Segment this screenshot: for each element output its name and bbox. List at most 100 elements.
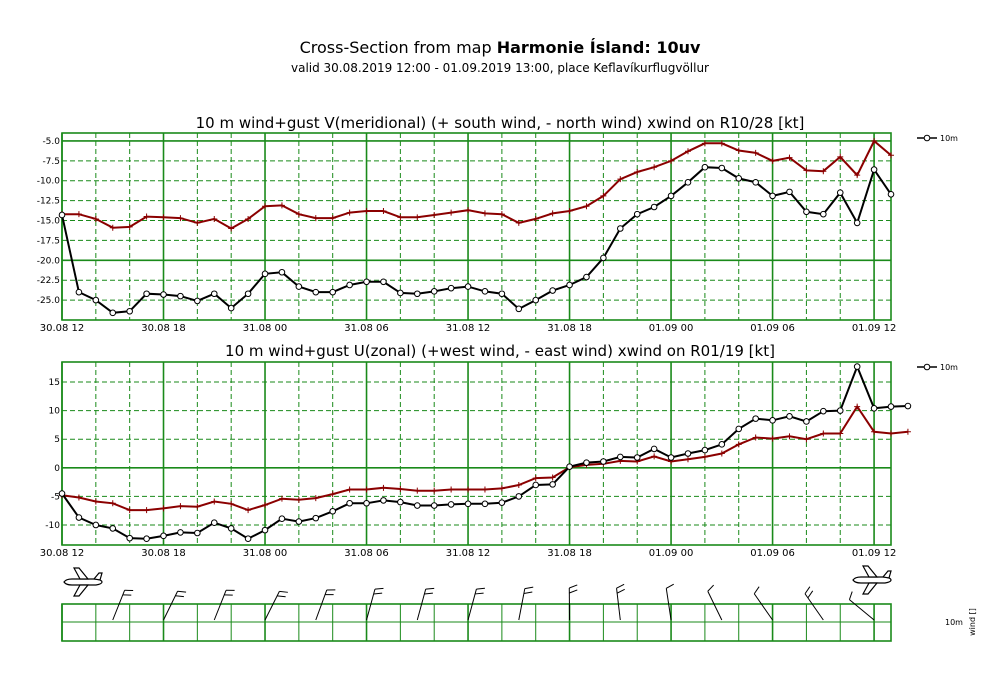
wind-barb-feather <box>373 592 383 595</box>
v-gust-point <box>160 214 167 221</box>
u-gust-point <box>871 428 878 435</box>
wind-barb-feather <box>616 583 625 589</box>
u-wind-point <box>904 402 912 410</box>
u-gust-point <box>904 428 911 435</box>
u-x-tick-label: 31.08 12 <box>446 548 491 559</box>
v-gust-point <box>515 219 522 226</box>
wind-barb-feather <box>177 590 187 593</box>
u-wind-point <box>887 403 895 410</box>
v-gust-point <box>126 223 133 230</box>
v-gust-point <box>735 147 742 154</box>
wind-barb <box>315 589 328 621</box>
v-wind-point <box>329 288 336 296</box>
v-plot-frame <box>61 132 892 321</box>
u-gust-point <box>126 507 133 514</box>
u-gust-point <box>549 474 556 481</box>
u-wind-point <box>58 490 66 497</box>
v-gust-point <box>75 211 82 218</box>
u-wind-point <box>447 501 455 508</box>
airplane-left-icon-tail <box>92 572 103 581</box>
u-wind-point <box>397 498 404 506</box>
wind-barb-feather <box>523 591 533 594</box>
u-gust-line <box>61 404 909 512</box>
u-wind-point <box>295 518 303 525</box>
u-y-tick-label: -5 <box>51 492 60 502</box>
v-x-tick-label: 01.09 12 <box>852 323 897 334</box>
v-gust-point <box>549 210 556 217</box>
u-wind-point <box>820 407 827 415</box>
v-x-tick-label: 31.08 18 <box>547 323 592 334</box>
wind-barb-feather <box>569 584 578 589</box>
u-gust-point <box>532 475 539 482</box>
v-wind-point <box>464 283 472 290</box>
v-x-tick-label: 31.08 12 <box>446 323 491 334</box>
barb-side-label: wind [] <box>968 608 977 636</box>
airplane-right-icon <box>852 565 892 595</box>
u-wind-point <box>194 529 201 537</box>
v-wind-point <box>261 270 269 278</box>
airplane-right-icon-wing <box>861 565 879 578</box>
v-wind-point <box>803 208 810 216</box>
v-wind-point <box>380 278 387 286</box>
u-plot-frame <box>61 361 892 546</box>
u-x-tick-label: 31.08 00 <box>243 548 288 559</box>
u-wind-line <box>61 363 908 540</box>
v-wind-point <box>769 192 776 200</box>
v-wind-point <box>667 192 675 200</box>
v-wind-point <box>447 284 455 292</box>
u-gust-point <box>431 487 438 494</box>
v-wind-point <box>397 289 404 297</box>
v-gust-point <box>718 140 725 147</box>
u-gust-point <box>262 501 269 508</box>
u-gust-point <box>109 500 116 507</box>
main-title: Cross-Section from map Harmonie Ísland: … <box>0 38 1000 57</box>
wind-barb-feather <box>807 590 814 599</box>
v-gust-point <box>820 168 827 175</box>
v-gust-point <box>566 207 573 214</box>
v-wind-point <box>363 278 370 286</box>
v-wind-point <box>566 281 573 289</box>
u-wind-point <box>329 507 336 515</box>
v-gust-point <box>245 215 252 222</box>
u-gust-point <box>75 494 82 501</box>
u-x-tick-label: 31.08 06 <box>344 548 389 559</box>
u-wind-point <box>870 405 878 412</box>
u-wind-point <box>769 417 776 424</box>
v-gust-point <box>414 214 421 221</box>
v-x-tick-label: 01.09 00 <box>649 323 694 334</box>
v-y-tick-label: -20.0 <box>37 256 61 266</box>
barb-row-label: 10m <box>945 618 963 627</box>
u-wind-point <box>684 450 692 457</box>
u-gust-point <box>752 434 759 441</box>
wind-barb-feather <box>425 587 435 590</box>
v-gust-point <box>888 152 894 159</box>
v-legend-marker <box>923 134 931 142</box>
v-y-tick-label: -7.5 <box>42 157 60 167</box>
v-wind-point <box>549 287 556 294</box>
u-x-tick-label: 30.08 12 <box>40 548 85 559</box>
u-y-tick-label: -10 <box>45 521 60 531</box>
v-y-tick-label: -5.0 <box>42 137 60 147</box>
v-wind-point <box>413 290 421 298</box>
airplane-right-icon-fuselage <box>852 576 892 584</box>
v-gust-point <box>583 203 590 210</box>
v-gust-point <box>397 214 404 221</box>
wind-barb <box>264 591 280 621</box>
v-gust-point <box>668 157 675 164</box>
v-wind-point <box>210 290 218 298</box>
v-gust-point <box>194 219 201 226</box>
airplane-left-icon-wing <box>72 567 90 580</box>
airplane-left-icon-wing <box>72 584 90 597</box>
v-gust-point <box>431 211 438 218</box>
u-gust-point <box>701 453 708 460</box>
v-y-tick-label: -15.0 <box>37 217 61 227</box>
v-x-tick-label: 30.08 12 <box>40 323 85 334</box>
u-wind-point <box>126 534 133 542</box>
u-wind-point <box>210 519 218 526</box>
subtitle: valid 30.08.2019 12:00 - 01.09.2019 13:0… <box>290 61 709 75</box>
u-gust-point <box>718 450 725 457</box>
u-gust-point <box>380 484 387 491</box>
v-wind-point <box>532 296 540 304</box>
u-gust-point <box>465 486 472 493</box>
u-gust-point <box>769 435 776 442</box>
